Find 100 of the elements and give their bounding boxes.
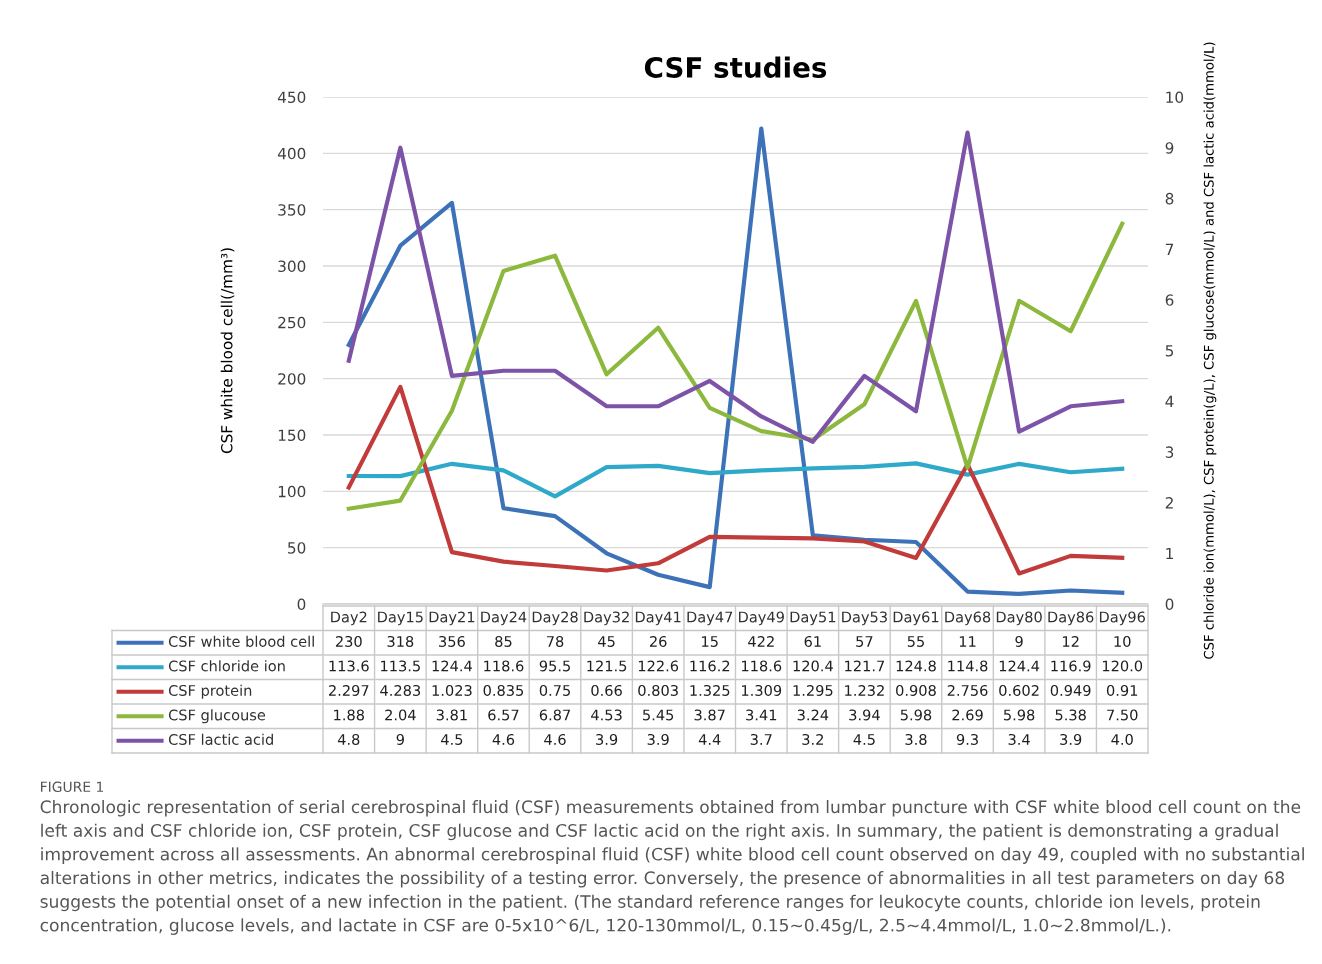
data-label: 12 [1062, 635, 1079, 647]
data-label: 230 [335, 635, 362, 647]
data-label: 78 [546, 635, 564, 647]
data-label: 3.8 [905, 733, 927, 745]
y-tick-label: 400 [277, 147, 306, 160]
y2-tick-label: 7 [1165, 243, 1174, 255]
data-label: 0.803 [638, 684, 678, 696]
data-label: 9 [1015, 635, 1023, 647]
x-tick-label: Day80 [996, 611, 1042, 626]
x-tick-label: Day68 [945, 611, 991, 626]
data-label: 5.98 [1003, 709, 1035, 721]
y2-tick-label: 1 [1166, 547, 1173, 560]
data-label: 1.309 [742, 684, 782, 696]
y2-tick-label: 10 [1166, 91, 1184, 104]
line-series [346, 126, 1125, 596]
line-series [346, 130, 1125, 444]
line-series [346, 461, 1125, 499]
x-tick-label: Day61 [893, 611, 939, 626]
data-label: 1.325 [690, 684, 730, 696]
data-label: 57 [856, 636, 873, 647]
data-label: 9 [396, 733, 404, 745]
data-label: 0.91 [1106, 684, 1138, 696]
data-label: 4.8 [337, 733, 360, 745]
x-tick-label: Day32 [584, 611, 629, 626]
data-label: 120.4 [793, 660, 833, 672]
y-tick-label: 350 [278, 204, 306, 216]
data-label: 3.4 [1008, 733, 1030, 745]
x-tick-label: Day2 [331, 611, 367, 626]
line-series [346, 384, 1125, 576]
data-label: 356 [439, 635, 465, 647]
data-label: 9.3 [956, 733, 978, 745]
x-tick-label: Day51 [790, 611, 836, 626]
data-label: 61 [804, 635, 821, 647]
data-label: 318 [387, 635, 414, 647]
data-label: 3.81 [436, 709, 467, 721]
x-tick-label: Day28 [532, 611, 578, 626]
data-label: 7.50 [1107, 709, 1138, 721]
data-label: 6.87 [539, 709, 571, 721]
data-label: 6.57 [488, 709, 519, 721]
legend-label: CSF glucouse [168, 709, 266, 724]
data-label: 0.835 [483, 684, 524, 696]
data-label: 3.7 [750, 733, 772, 745]
y-tick-label: 250 [278, 316, 306, 329]
y-tick-label: 200 [278, 373, 306, 385]
data-label: 26 [649, 635, 667, 647]
data-label: 10 [1114, 635, 1131, 647]
y-tick-label: 150 [278, 429, 306, 442]
data-label: 124.8 [896, 660, 936, 672]
legend-label: CSF white blood cell [168, 635, 314, 647]
data-label: 85 [495, 635, 512, 647]
data-label: 2.04 [385, 709, 416, 721]
line-series [346, 221, 1125, 511]
y-tick-label: 450 [277, 91, 306, 104]
y2-tick-label: 0 [1165, 598, 1174, 611]
data-label: 3.24 [797, 709, 829, 721]
data-label: 2.297 [328, 684, 369, 696]
data-label: 4.5 [853, 734, 875, 745]
x-tick-label: Day49 [739, 611, 784, 626]
data-label: 4.53 [591, 709, 622, 721]
data-label: 3.87 [694, 709, 725, 721]
y2-tick-label: 2 [1165, 497, 1173, 509]
x-tick-label: Day47 [687, 611, 733, 626]
data-label: 3.94 [849, 709, 880, 721]
data-label: 45 [598, 636, 615, 647]
y-tick-label: 100 [278, 485, 306, 498]
data-label: 113.5 [381, 660, 420, 672]
y2-tick-label: 3 [1165, 446, 1174, 458]
data-label: 95.5 [539, 660, 570, 672]
data-label: 4.6 [492, 733, 515, 745]
y2-tick-label: 5 [1165, 345, 1174, 357]
x-tick-label: Day24 [481, 611, 527, 626]
data-label: 118.6 [484, 660, 524, 672]
data-label: 5.45 [643, 709, 674, 721]
legend-label: CSF protein [168, 684, 252, 699]
y-axis-title: CSF white blood cell(/mm³) [220, 248, 235, 454]
data-label: 1.023 [432, 684, 472, 696]
data-label: 4.6 [544, 733, 566, 745]
legend-label: CSF chloride ion [168, 660, 285, 672]
data-label: 122.6 [638, 660, 679, 672]
x-tick-label: Day53 [842, 611, 887, 626]
data-label: 3.9 [1060, 733, 1082, 745]
data-label: 1.295 [793, 684, 833, 696]
x-tick-label: Day41 [635, 611, 681, 626]
data-label: 0.75 [539, 684, 570, 696]
data-label: 4.283 [380, 684, 421, 696]
data-label: 4.4 [698, 734, 721, 745]
data-label: 114.8 [948, 660, 988, 672]
y-tick-label: 0 [297, 598, 306, 611]
data-label: 0.602 [999, 684, 1039, 696]
data-label: 11 [959, 636, 976, 647]
data-label: 4.5 [441, 734, 463, 745]
data-label: 0.949 [1050, 684, 1091, 696]
legend-label: CSF lactic acid [168, 733, 273, 745]
x-tick-label: Day21 [429, 611, 475, 626]
text: Chronologic representation of serial cerebrospinal fluid (CSF) measurements obtained from lumbar puncture with CSF white blood cell count on the left axis and CSF chloride ion, CSF protein, CSF glucose and CSF lactic acid on the right axis. In summary, the patient is demonstrating a gradual improvement across all assessments. An abnormal cerebrospinal fluid (CSF) white blood cell count observed on day 49, coupled with no substantial alterations in other metrics, indicates the possibility of a testing error. Conversely, the presence of abnormalities in all test parameters on day 68 suggests the potential onset of a new infection in the patient. (The standard reference ranges for leukocyte counts, chloride ion levels, protein concentration, glucose levels, and lactate in CSF are 0-5x10^6/L, 120-130mmol/L, 0.15~0.45g/L, 2.5~4.4mmol/L, 1.0~2.8mmol/L.). [40, 800, 1304, 935]
data-label: 1.232 [845, 684, 884, 696]
x-tick-label: Day96 [1099, 611, 1145, 626]
data-label: 121.7 [845, 660, 885, 672]
data-label: 120.0 [1102, 660, 1143, 672]
chart-title: CSF studies [644, 56, 827, 78]
